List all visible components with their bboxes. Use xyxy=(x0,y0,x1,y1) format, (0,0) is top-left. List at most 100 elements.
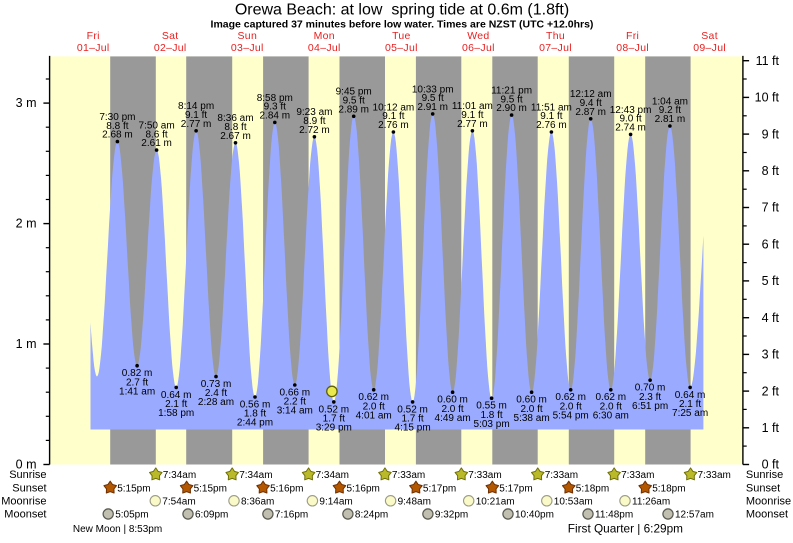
svg-text:12:57am: 12:57am xyxy=(675,510,714,521)
svg-text:0.73 m: 0.73 m xyxy=(201,379,232,390)
svg-text:04–Jul: 04–Jul xyxy=(308,42,341,54)
svg-text:8.6 ft: 8.6 ft xyxy=(145,129,167,140)
svg-text:2:44 pm: 2:44 pm xyxy=(237,418,273,429)
svg-text:9.4 ft: 9.4 ft xyxy=(580,98,602,109)
svg-text:4 ft: 4 ft xyxy=(762,311,780,325)
svg-text:2.3 ft: 2.3 ft xyxy=(639,392,661,403)
svg-text:6:09pm: 6:09pm xyxy=(195,510,228,521)
svg-text:2.1 ft: 2.1 ft xyxy=(679,399,701,410)
svg-text:2.81 m: 2.81 m xyxy=(655,114,686,125)
svg-text:10:21am: 10:21am xyxy=(476,496,515,507)
svg-text:2.68 m: 2.68 m xyxy=(102,130,133,141)
svg-text:2.67 m: 2.67 m xyxy=(220,131,251,142)
svg-text:2.91 m: 2.91 m xyxy=(417,102,448,113)
svg-text:05–Jul: 05–Jul xyxy=(385,42,418,54)
svg-text:Image captured 37 minutes befo: Image captured 37 minutes before low wat… xyxy=(211,19,594,31)
svg-text:2.89 m: 2.89 m xyxy=(338,104,369,115)
svg-text:7:16pm: 7:16pm xyxy=(275,510,308,521)
svg-text:7:33am: 7:33am xyxy=(392,470,425,481)
svg-text:2.0 ft: 2.0 ft xyxy=(600,401,622,412)
svg-text:Sunrise: Sunrise xyxy=(746,469,783,481)
svg-text:1.8 ft: 1.8 ft xyxy=(480,410,502,421)
svg-text:2.77 m: 2.77 m xyxy=(181,119,212,130)
svg-text:4:49 am: 4:49 am xyxy=(435,413,471,424)
svg-text:2.61 m: 2.61 m xyxy=(141,138,172,149)
svg-text:0.64 m: 0.64 m xyxy=(161,390,192,401)
svg-text:07–Jul: 07–Jul xyxy=(539,42,572,54)
svg-text:1.7 ft: 1.7 ft xyxy=(401,414,423,425)
svg-text:2.76 m: 2.76 m xyxy=(536,120,567,131)
svg-text:2.2 ft: 2.2 ft xyxy=(284,397,306,408)
svg-text:03–Jul: 03–Jul xyxy=(231,42,264,54)
svg-text:Tue: Tue xyxy=(392,30,411,42)
svg-text:Orewa Beach: at low spring ti: Orewa Beach: at low spring tide at 0.6m … xyxy=(235,2,569,19)
svg-text:11:26am: 11:26am xyxy=(632,496,670,507)
svg-text:5:15pm: 5:15pm xyxy=(117,483,150,494)
svg-text:Sat: Sat xyxy=(701,30,718,42)
svg-text:7:54am: 7:54am xyxy=(162,496,195,507)
svg-text:12:43 pm: 12:43 pm xyxy=(610,105,652,116)
svg-text:0.62 m: 0.62 m xyxy=(596,392,627,403)
svg-text:7:33am: 7:33am xyxy=(621,470,654,481)
svg-text:Sat: Sat xyxy=(162,30,179,42)
svg-text:7:34am: 7:34am xyxy=(316,470,349,481)
svg-text:8:36am: 8:36am xyxy=(241,496,274,507)
svg-text:5:05pm: 5:05pm xyxy=(115,510,148,521)
svg-text:First Quarter | 6:29pm: First Quarter | 6:29pm xyxy=(568,522,683,536)
svg-text:2.90 m: 2.90 m xyxy=(496,103,527,114)
svg-text:8:36 am: 8:36 am xyxy=(217,113,253,124)
svg-text:9.3 ft: 9.3 ft xyxy=(264,102,286,113)
svg-text:Thu: Thu xyxy=(546,30,565,42)
svg-text:7:25 am: 7:25 am xyxy=(672,408,708,419)
svg-text:7:30 pm: 7:30 pm xyxy=(99,112,135,123)
svg-text:08–Jul: 08–Jul xyxy=(616,42,649,54)
svg-text:02–Jul: 02–Jul xyxy=(154,42,187,54)
svg-text:01–Jul: 01–Jul xyxy=(77,42,110,54)
svg-text:2.0 ft: 2.0 ft xyxy=(560,401,582,412)
svg-text:5:17pm: 5:17pm xyxy=(423,483,456,494)
svg-text:6:51 pm: 6:51 pm xyxy=(632,401,668,412)
svg-text:09–Jul: 09–Jul xyxy=(693,42,726,54)
svg-text:5:16pm: 5:16pm xyxy=(347,483,380,494)
svg-text:5:18pm: 5:18pm xyxy=(576,483,609,494)
svg-text:Moonset: Moonset xyxy=(4,509,46,521)
svg-text:Fri: Fri xyxy=(626,30,639,42)
svg-text:11:01 am: 11:01 am xyxy=(452,101,493,112)
svg-text:8:24pm: 8:24pm xyxy=(355,510,388,521)
svg-text:Wed: Wed xyxy=(467,30,489,42)
svg-text:3 m: 3 m xyxy=(16,96,37,110)
svg-text:1:58 pm: 1:58 pm xyxy=(158,408,194,419)
svg-text:5:16pm: 5:16pm xyxy=(270,483,303,494)
svg-text:0.60 m: 0.60 m xyxy=(516,395,547,406)
svg-text:Moonrise: Moonrise xyxy=(1,495,46,507)
svg-text:7:33am: 7:33am xyxy=(545,470,578,481)
svg-text:11 ft: 11 ft xyxy=(756,54,780,68)
svg-text:5:15pm: 5:15pm xyxy=(194,483,227,494)
svg-text:0.52 m: 0.52 m xyxy=(319,404,350,415)
svg-text:2.87 m: 2.87 m xyxy=(575,107,606,118)
svg-text:8:58 pm: 8:58 pm xyxy=(257,93,293,104)
svg-text:New Moon | 8:53pm: New Moon | 8:53pm xyxy=(73,524,162,535)
svg-text:9:48am: 9:48am xyxy=(398,496,431,507)
svg-text:0 m: 0 m xyxy=(16,457,37,471)
svg-text:0.62 m: 0.62 m xyxy=(555,392,586,403)
svg-text:2.74 m: 2.74 m xyxy=(615,122,646,133)
svg-text:4:01 am: 4:01 am xyxy=(356,410,392,421)
svg-text:5:03 pm: 5:03 pm xyxy=(474,419,510,430)
svg-text:0.70 m: 0.70 m xyxy=(635,383,666,394)
svg-text:7:50 am: 7:50 am xyxy=(139,121,175,132)
svg-text:2.7 ft: 2.7 ft xyxy=(126,377,148,388)
svg-text:7:33am: 7:33am xyxy=(698,470,731,481)
svg-text:0 ft: 0 ft xyxy=(762,458,780,472)
svg-text:8:14 pm: 8:14 pm xyxy=(178,101,214,112)
svg-text:3:14 am: 3:14 am xyxy=(277,406,313,417)
svg-text:1:04 am: 1:04 am xyxy=(652,96,688,107)
svg-text:10:53am: 10:53am xyxy=(554,496,593,507)
svg-text:Sunrise: Sunrise xyxy=(9,469,46,481)
svg-text:9:32pm: 9:32pm xyxy=(435,510,468,521)
svg-text:7:34am: 7:34am xyxy=(163,470,196,481)
svg-text:9.5 ft: 9.5 ft xyxy=(500,94,522,105)
svg-text:2.76 m: 2.76 m xyxy=(378,120,409,131)
svg-text:10:12 am: 10:12 am xyxy=(373,102,415,113)
svg-text:1:41 am: 1:41 am xyxy=(119,386,155,397)
